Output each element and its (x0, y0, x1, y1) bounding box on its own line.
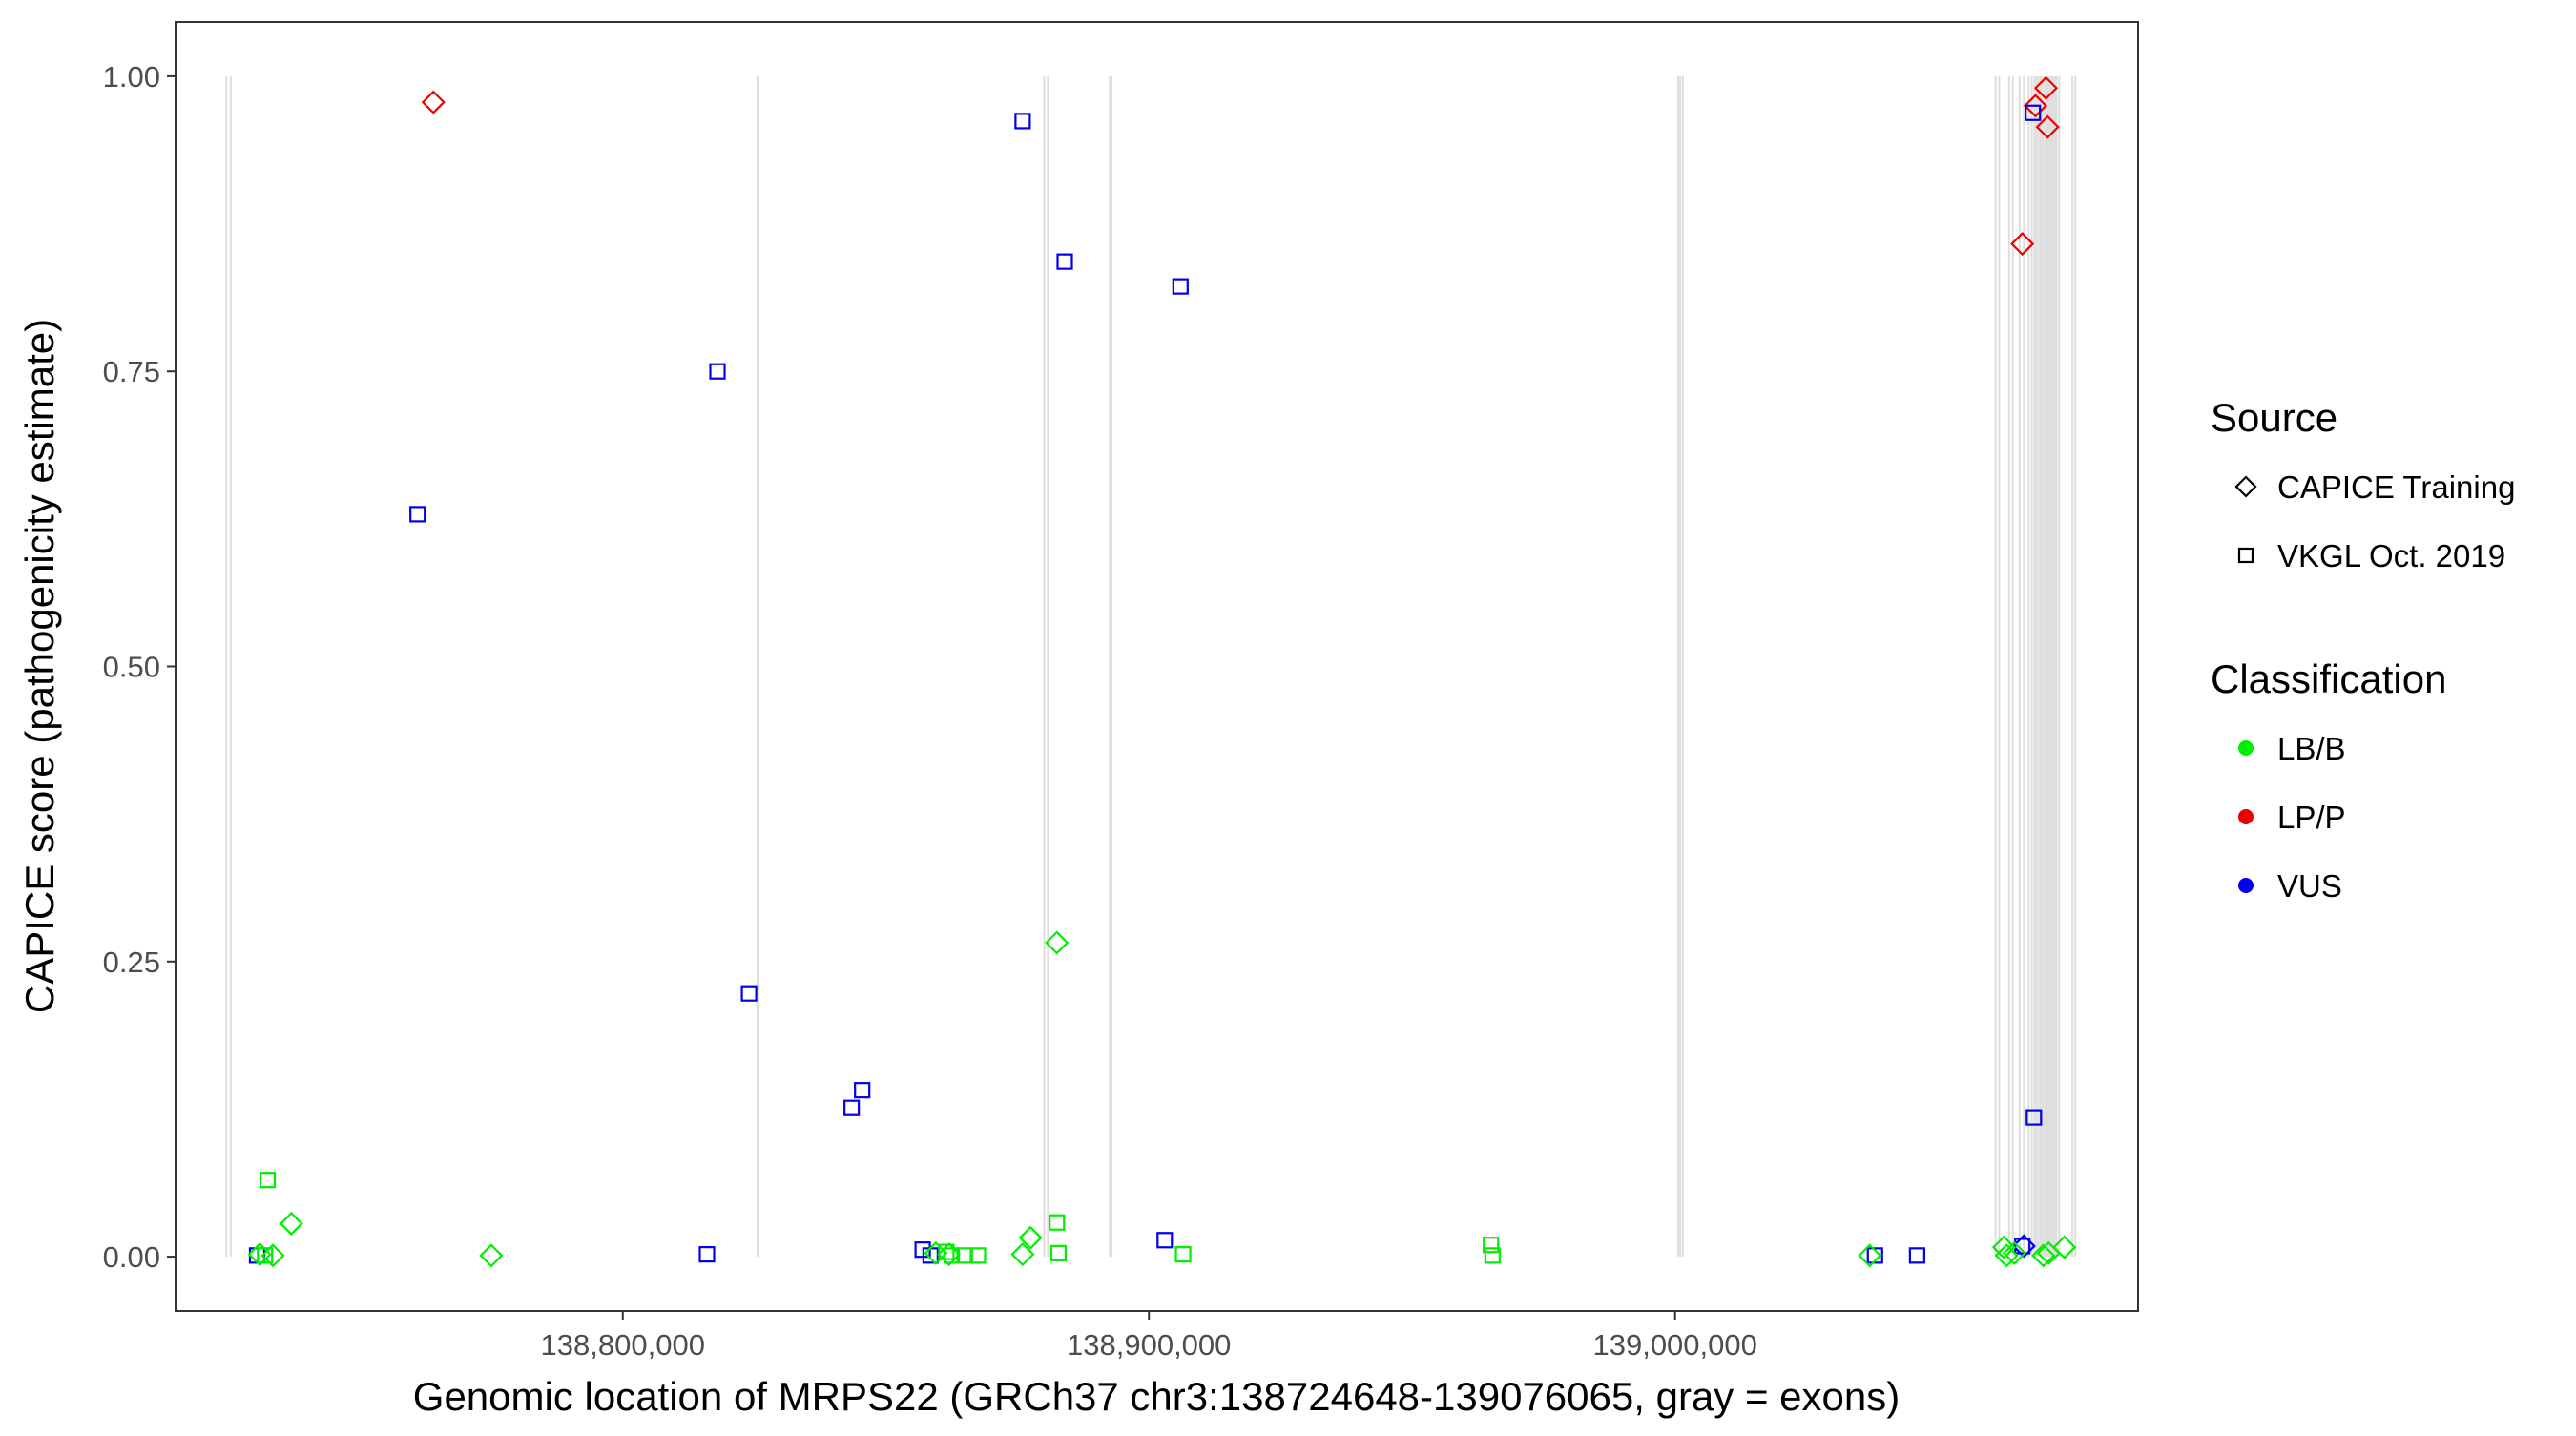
data-point-square (1049, 1214, 1066, 1231)
legend-key-diamond (2234, 475, 2257, 498)
data-point-square (1156, 1232, 1174, 1249)
legend-key-dot (2238, 878, 2254, 893)
y-axis-title: CAPICE score (pathogenicity estimate) (17, 319, 62, 1013)
data-point-diamond (2010, 232, 2035, 257)
data-point-diamond (2023, 94, 2048, 118)
data-point-square (1483, 1237, 1500, 1254)
legend-key-square (2237, 547, 2254, 564)
y-axis: 0.00 0.25 0.50 0.75 1.00 (103, 60, 176, 1274)
data-point-diamond (1858, 1243, 1882, 1268)
data-point-square (969, 1247, 987, 1264)
data-point-diamond (2002, 1240, 2026, 1265)
y-tick-label: 1.00 (103, 60, 160, 94)
y-tick-label: 0.25 (103, 946, 160, 979)
data-point-square (1014, 113, 1031, 130)
data-point-square (843, 1099, 861, 1116)
exon-lines-layer (225, 75, 2077, 1258)
x-tick-label: 138,900,000 (1067, 1328, 1231, 1362)
data-point-diamond (1010, 1242, 1035, 1267)
data-point-square (2025, 104, 2042, 121)
data-point-diamond (2035, 114, 2060, 139)
data-point-diamond (279, 1211, 303, 1237)
legend-key-dot (2238, 740, 2254, 756)
data-point-square (698, 1246, 716, 1263)
legend-title: Classification (2211, 656, 2446, 701)
x-axis-title: Genomic location of MRPS22 (GRCh37 chr3:… (413, 1374, 1900, 1419)
data-point-square (709, 363, 726, 380)
data-point-diamond (2033, 75, 2059, 100)
legend-label: LP/P (2277, 800, 2346, 835)
legend-label: CAPICE Training (2277, 469, 2515, 505)
legend: Source CAPICE Training VKGL Oct. 2019 Class… (2211, 395, 2515, 904)
legend-label: VUS (2277, 868, 2342, 904)
data-point-square (2014, 1238, 2031, 1255)
data-point-square (740, 985, 758, 1002)
data-point-diamond (1018, 1225, 1043, 1250)
x-tick-label: 138,800,000 (541, 1328, 705, 1362)
y-tick-label: 0.50 (103, 651, 160, 684)
legend-label: LB/B (2277, 731, 2346, 766)
plot-panel-border (175, 21, 2139, 1312)
data-point-diamond (937, 1242, 962, 1267)
data-point-diamond (1991, 1235, 2016, 1259)
data-point-square (259, 1172, 277, 1189)
data-point-diamond (2011, 1234, 2036, 1259)
legend-key-dot (2238, 809, 2254, 824)
x-tick-label: 139,000,000 (1592, 1328, 1756, 1362)
data-point-square (1908, 1247, 1925, 1264)
data-point-square (938, 1243, 955, 1260)
data-point-square (1049, 1244, 1067, 1261)
data-point-square (409, 506, 426, 523)
data-point-square (854, 1082, 871, 1099)
data-point-diamond (479, 1243, 504, 1268)
x-axis: 138,800,000 138,900,000 139,000,000 (541, 1311, 1757, 1362)
data-point-diamond (2031, 1243, 2056, 1268)
data-point-square (2025, 1109, 2043, 1126)
data-point-square (1172, 278, 1189, 295)
data-point-square (1056, 253, 1073, 270)
data-point-diamond (1045, 930, 1070, 955)
data-point-square (1866, 1247, 1883, 1264)
points-layer (247, 75, 2077, 1268)
data-point-square (1174, 1246, 1192, 1263)
data-point-diamond (421, 90, 446, 114)
data-point-square (1484, 1247, 1501, 1264)
data-point-diamond (1994, 1243, 2019, 1268)
data-point-diamond (2052, 1235, 2077, 1259)
legend-title: Source (2211, 395, 2337, 440)
legend-label: VKGL Oct. 2019 (2277, 538, 2505, 573)
data-point-diamond (260, 1243, 285, 1268)
y-tick-label: 0.00 (103, 1240, 160, 1274)
y-tick-label: 0.75 (103, 355, 160, 388)
